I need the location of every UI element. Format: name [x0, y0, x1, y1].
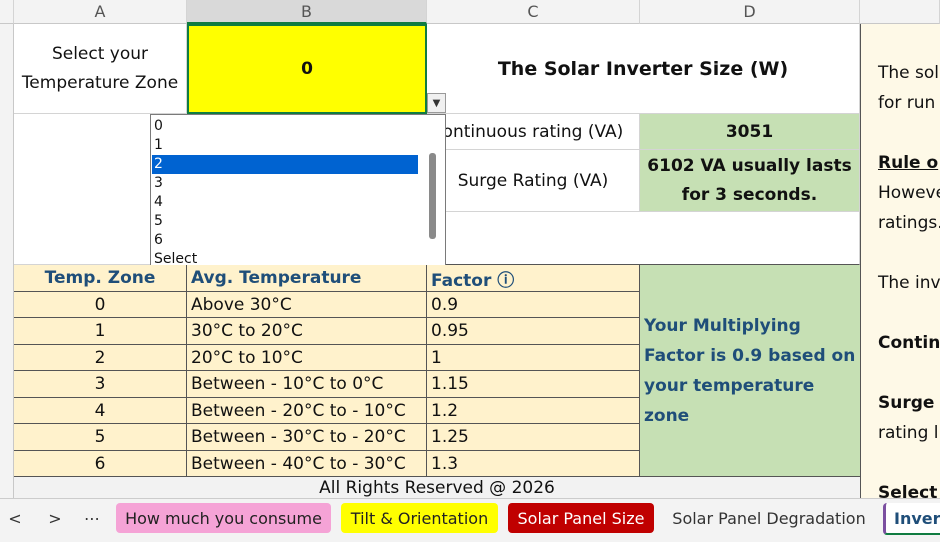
sheet-tab[interactable]: Tilt & Orientation [341, 503, 498, 533]
dropdown-option[interactable]: 2 [152, 155, 418, 174]
side-line: ratings. [878, 213, 940, 233]
sheet-tab[interactable]: Solar Panel Degradation [672, 508, 866, 528]
dropdown-option[interactable]: 1 [154, 137, 163, 153]
column-header[interactable]: A [14, 0, 187, 24]
side-line: The inv [878, 273, 940, 293]
table-cell: 1.2 [427, 398, 640, 424]
table-cell: Between - 30°C to - 20°C [187, 424, 427, 451]
table-cell: 5 [14, 424, 187, 451]
side-line: Select [878, 483, 938, 498]
table-cell: 3 [14, 371, 187, 398]
side-line: Contin [878, 333, 940, 353]
result-title: The Solar Inverter Size (W) [427, 24, 860, 114]
sheet-tab[interactable]: How much you consume [116, 503, 331, 533]
column-header[interactable]: D [640, 0, 860, 24]
factor-note: Your Multiplying Factor is 0.9 based on … [640, 265, 860, 477]
dropdown-option[interactable]: 4 [154, 194, 163, 210]
input-cell[interactable]: 0 [187, 24, 427, 114]
tab-nav-button[interactable]: < [8, 508, 22, 528]
table-cell: 0.9 [427, 292, 640, 318]
dropdown-option[interactable]: Select [154, 251, 198, 267]
dropdown-button[interactable]: ▼ [427, 93, 446, 113]
table-cell: 6 [14, 451, 187, 477]
table-cell: 1.15 [427, 371, 640, 398]
column-header[interactable]: C [427, 0, 640, 24]
result-label: Continuous rating (VA) [427, 114, 640, 150]
table-cell: 20°C to 10°C [187, 345, 427, 371]
cell [427, 212, 860, 265]
table-cell: 1 [14, 318, 187, 345]
column-header[interactable] [860, 0, 940, 24]
table-header: Temp. Zone [14, 265, 187, 292]
footer: All Rights Reserved @ 2026 [14, 477, 860, 498]
table-header: Avg. Temperature [187, 265, 427, 292]
input-label: Select your Temperature Zone [14, 24, 187, 114]
side-line: The sol [878, 63, 940, 83]
table-cell: Between - 20°C to - 10°C [187, 398, 427, 424]
dropdown-option[interactable]: 5 [154, 213, 163, 229]
table-cell: 1 [427, 345, 640, 371]
table-cell: Between - 40°C to - 30°C [187, 451, 427, 477]
side-text: The sol for run Rule o Howeve ratings. The in… [861, 24, 940, 498]
corner [0, 0, 14, 24]
side-line: Rule o [878, 153, 939, 173]
column-header[interactable]: B [187, 0, 427, 24]
table-cell: 4 [14, 398, 187, 424]
table-cell: Above 30°C [187, 292, 427, 318]
side-line: Howeve [878, 183, 940, 203]
scrollbar [429, 153, 436, 239]
dropdown-list[interactable]: 0 1 2 3 4 5 6 Select [150, 114, 446, 267]
side-line: rating l [878, 423, 939, 443]
side-panel: The sol for run Rule o Howeve ratings. The in… [860, 24, 940, 498]
table-header: Factor ⓘ [427, 265, 640, 292]
label-text: Continuous rating (VA) [430, 121, 624, 142]
sheet-tab[interactable]: Solar Panel Size [508, 503, 654, 533]
dropdown-option[interactable]: 6 [154, 232, 163, 248]
result-value: 3051 [640, 114, 860, 150]
side-line: Surge [878, 393, 935, 413]
result-label: Surge Rating (VA) [427, 150, 640, 212]
sheet-tab[interactable]: Invert [883, 503, 940, 535]
table-cell: 0 [14, 292, 187, 318]
table-cell: 1.3 [427, 451, 640, 477]
dropdown-option[interactable]: 0 [154, 118, 163, 134]
table-cell: 1.25 [427, 424, 640, 451]
row-headers [0, 24, 14, 498]
side-line: for run [878, 93, 936, 113]
dropdown-option[interactable]: 3 [154, 175, 163, 191]
table-cell: 2 [14, 345, 187, 371]
table-cell: 30°C to 20°C [187, 318, 427, 345]
table-cell: 0.95 [427, 318, 640, 345]
tab-nav-button[interactable]: > [48, 508, 62, 528]
tab-nav-button[interactable]: ⋯ [84, 508, 100, 528]
result-value: 6102 VA usually lasts for 3 seconds. [640, 150, 860, 212]
table-cell: Between - 10°C to 0°C [187, 371, 427, 398]
